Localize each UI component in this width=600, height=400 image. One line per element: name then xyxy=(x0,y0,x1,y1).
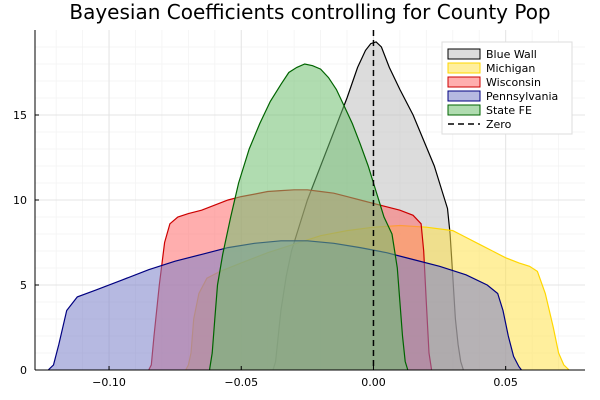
x-tick-label: −0.10 xyxy=(92,376,126,389)
x-tick-label: 0.05 xyxy=(493,376,518,389)
y-tick-label: 15 xyxy=(13,109,27,122)
density-fill-5 xyxy=(209,64,408,370)
legend-swatch xyxy=(447,104,481,116)
legend-label: Pennsylvania xyxy=(486,90,558,103)
y-tick-label: 10 xyxy=(13,194,27,207)
y-tick-label: 5 xyxy=(20,279,27,292)
legend-label: Michigan xyxy=(486,62,535,75)
axes: −0.10 −0.05 0.00 0.05 0 5 10 15 xyxy=(13,30,585,389)
legend: Blue WallMichiganWisconsinPennsylvaniaSt… xyxy=(441,41,573,135)
y-tick-label: 0 xyxy=(20,364,27,377)
legend-swatch xyxy=(447,90,481,102)
legend-swatch xyxy=(447,76,481,88)
legend-label: Blue Wall xyxy=(486,48,537,61)
legend-label: Zero xyxy=(486,118,512,131)
x-tick-label: 0.00 xyxy=(361,376,386,389)
chart-title: Bayesian Coefficients controlling for Co… xyxy=(69,0,550,24)
x-tick-label: −0.05 xyxy=(224,376,258,389)
legend-swatch xyxy=(447,48,481,60)
density-line-5 xyxy=(208,63,409,371)
legend-swatch xyxy=(447,62,481,74)
series-layer xyxy=(47,41,570,371)
legend-label: Wisconsin xyxy=(486,76,541,89)
legend-label: State FE xyxy=(486,104,532,117)
